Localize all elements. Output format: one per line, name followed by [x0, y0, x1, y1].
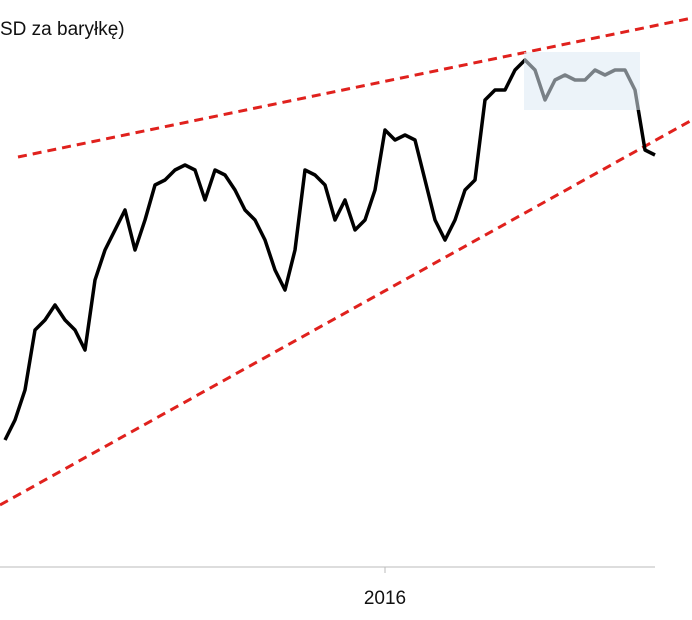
x-tick-label: 2016 — [364, 588, 406, 609]
trend-line-lower — [0, 118, 692, 507]
price-line — [3, 58, 656, 441]
highlight-box — [524, 52, 640, 110]
trend-line-upper — [17, 16, 692, 159]
chart-title: SD za baryłkę) — [0, 19, 125, 40]
